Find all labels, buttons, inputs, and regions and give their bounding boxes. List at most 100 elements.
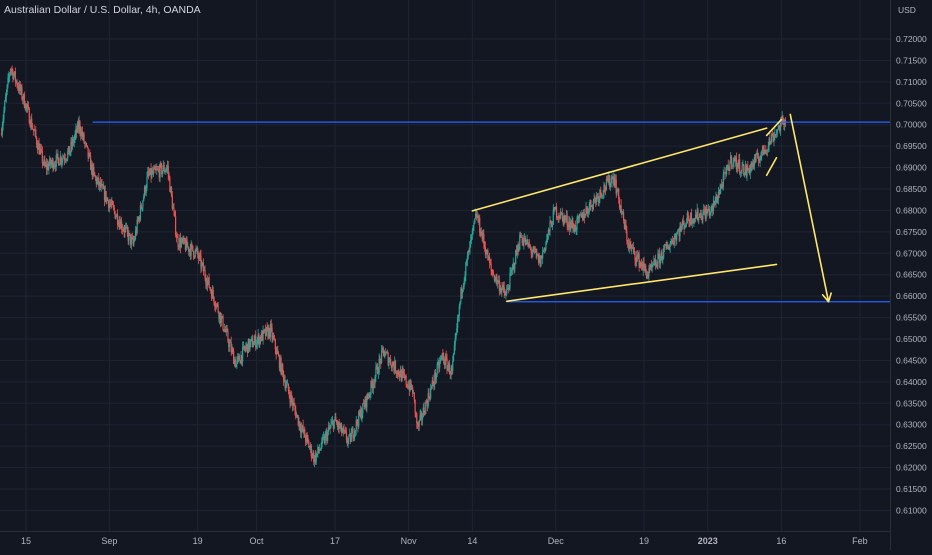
candle-body [86,145,88,148]
candle-body [159,164,161,178]
candle-body [199,254,201,256]
candle-body [354,430,356,437]
candle-body [383,349,385,357]
candle-body [336,423,339,428]
candle-body [396,373,398,375]
candle-body [442,353,444,356]
candle-body [671,240,673,242]
candle-body [567,225,569,227]
candle-body [171,195,173,209]
candle-body [537,254,539,256]
candle-body [609,175,611,188]
candle-body [745,165,747,177]
candle-body [188,246,190,252]
candle-body [497,280,500,282]
candle-body [162,165,164,171]
grid [0,0,890,531]
candle-body [440,356,442,359]
candle-body [350,433,352,442]
candle-body [747,166,749,171]
candle-body [582,212,584,221]
candle-body [582,213,585,221]
candle-body [390,364,393,368]
candle-body [287,383,289,385]
candle-body [16,80,18,87]
candle-body [678,230,680,237]
candle-body [645,265,647,272]
candle-body [275,349,277,355]
wedge-lower-trendline [505,263,778,303]
candle-body [600,193,603,197]
price-tick-label: 0.72000 [896,34,927,44]
candle-body [702,213,704,220]
candle-body [643,262,645,267]
candle-body [270,324,272,328]
candle-body [564,215,566,220]
candle-body [112,201,114,205]
candle-body [368,394,370,398]
candle-body [114,211,116,219]
candle-body [170,187,173,196]
candle-body [233,359,236,364]
candle-body [243,345,245,349]
candle-body [251,338,253,340]
candle-body [134,238,136,241]
candle-body [506,289,508,295]
candle-body [155,169,157,171]
candle-body [502,284,504,289]
candle-body [67,146,70,152]
candle-body [774,134,776,137]
candle-body [61,160,63,163]
candle-body [145,187,147,193]
candle-body [481,231,483,239]
candle-body [466,260,468,263]
candle-body [85,143,87,144]
candle-body [495,275,497,280]
candle-body [657,254,659,267]
candle-body [478,217,480,222]
candle-body [470,234,473,241]
candle-body [364,396,366,407]
candle-body [527,239,529,247]
candle-body [581,212,583,217]
candle-body [591,205,593,207]
candle-body [312,452,314,457]
candle-body [210,291,213,299]
candle-body [691,220,693,224]
candle-body [84,142,86,144]
candle-body [74,134,76,139]
candle-body [510,270,513,272]
candle-body [245,346,247,350]
candle-body [698,217,700,220]
candle-body [750,163,752,169]
candle-body [40,148,42,150]
candle-body [163,165,165,172]
candle-body [89,153,91,156]
candle-body [325,432,327,435]
candle-body [763,149,765,154]
candle-body [142,200,144,208]
candle-body [752,162,755,167]
candle-body [421,412,423,420]
candle-body [265,327,267,336]
candle-body [255,335,257,348]
candle-body [667,245,669,249]
candle-body [614,179,617,187]
candle-body [333,419,335,429]
candle-body [259,337,261,345]
candle-body [5,92,7,98]
candle-body [126,226,128,232]
candle-body [425,401,427,414]
candle-body [322,436,325,438]
price-tick-label: 0.61500 [896,484,927,494]
candle-body [273,335,275,340]
candle-body [45,163,47,166]
candle-body [309,445,312,448]
candle-body [743,173,746,176]
candle-body [556,217,558,219]
candle-body [305,434,308,442]
candle-body [394,360,397,373]
candle-body [513,263,515,269]
candle-body [375,367,377,377]
